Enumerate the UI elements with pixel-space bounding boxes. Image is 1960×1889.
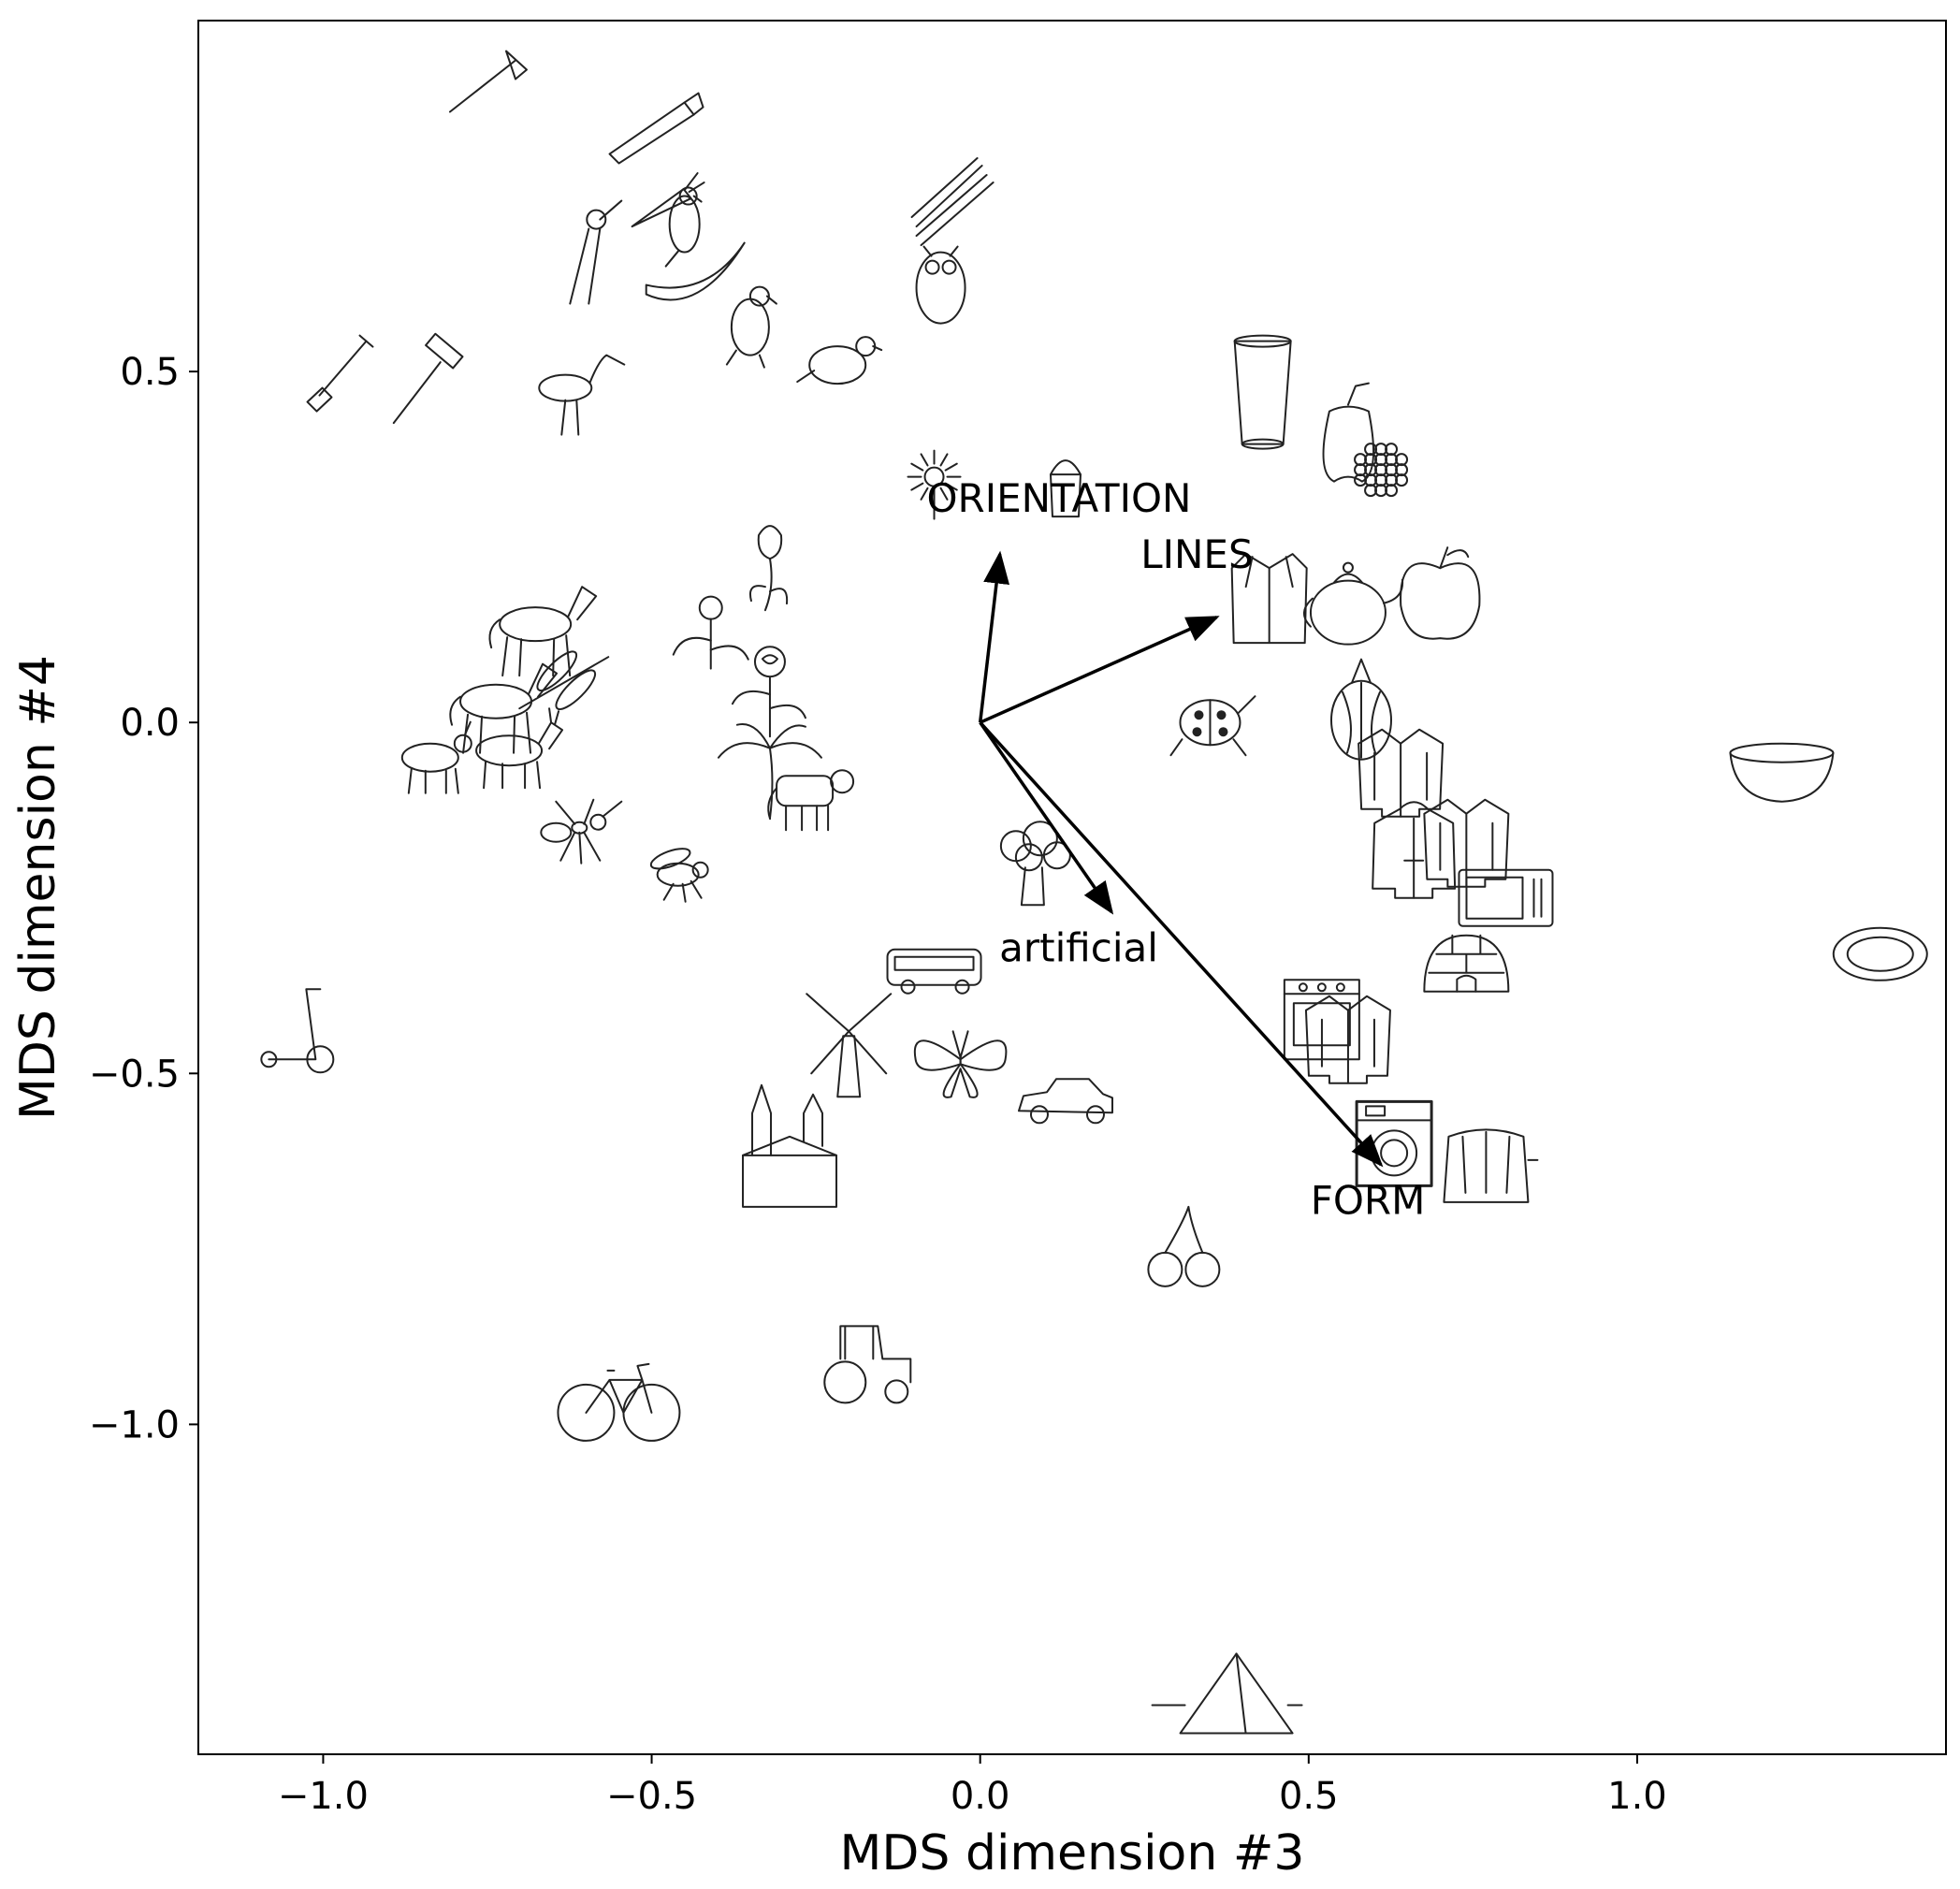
hoodie-icon [1372,801,1457,899]
vector-label-lines: LINES [1140,531,1253,577]
palm-tree-icon [717,723,822,820]
ant-icon [540,798,623,865]
vector-arrow-orientation [978,550,1009,723]
x-tick-label: −1.0 [278,1775,369,1818]
butterfly-icon [913,1030,1008,1098]
tulip-icon [749,525,789,612]
donkey-icon [475,707,564,790]
salt-shaker-icon [1049,459,1082,518]
plate-icon [1832,926,1928,981]
x-axis-label: MDS dimension #3 [840,1825,1305,1882]
y-tick-label: 0.0 [120,702,180,745]
jacket-icon [1304,995,1391,1084]
y-tick-label: 0.5 [120,351,180,394]
tractor-icon [823,1325,912,1404]
washing-machine-icon [1355,1099,1433,1187]
x-tick-label: −0.5 [606,1775,697,1818]
scooter-icon [260,988,335,1074]
axe-icon [448,50,528,113]
jacket-icon [1357,728,1445,818]
onion-icon [1329,658,1392,761]
stork-icon [538,354,626,436]
y-axis-label: MDS dimension #4 [10,655,66,1120]
x-tick-label: 0.0 [951,1775,1010,1818]
shovel-icon [306,334,374,413]
y-tick-label: −1.0 [89,1403,180,1446]
bus-icon [886,948,982,995]
vector-arrow-lines [979,616,1220,724]
goat-icon [400,720,472,794]
bicycle-icon [557,1362,681,1442]
teapot-icon [1302,561,1404,646]
asparagus-icon [910,157,995,247]
vector-label-orientation: ORIENTATION [926,475,1191,521]
apple-icon [1400,546,1481,640]
carrot-icon [631,172,705,228]
bowl-icon [1729,742,1835,803]
pepper-icon [1322,382,1375,483]
pigeon-icon [796,336,883,385]
vector-arrow-artificial [979,721,1114,915]
broccoli-icon [999,821,1071,907]
parrot-icon [664,186,703,268]
saw-icon [608,92,704,165]
plot-area [197,20,1947,1755]
cherries-icon [1147,1205,1221,1287]
vector-label-artificial: artificial [999,924,1158,970]
glass-icon [1233,334,1292,450]
banana-icon [645,241,746,301]
igloo-icon [1423,934,1510,993]
vector-label-form: FORM [1311,1177,1426,1223]
pyramid-icon [1151,1652,1303,1735]
data-points [260,50,1928,1735]
pliers-icon [569,199,623,305]
windmill-icon [806,993,893,1098]
dandelion-icon [672,595,749,670]
owl-icon [915,245,966,325]
car-icon [1017,1078,1113,1125]
rose-icon [731,646,806,738]
vector-arrow-form [979,721,1384,1168]
jacket-icon [1423,798,1510,888]
horse-icon [488,586,598,677]
eagle-icon [725,285,777,369]
cow-icon [767,769,855,832]
x-axis-ticks: −1.0 −0.5 0.0 0.5 1.0 [278,1754,1667,1818]
microwave-icon [1458,868,1554,927]
feature-vectors: ORIENTATION LINES artificial FORM [926,475,1425,1223]
x-tick-label: 1.0 [1607,1775,1667,1818]
x-tick-label: 0.5 [1279,1775,1339,1818]
y-tick-label: −0.5 [89,1053,180,1096]
toaster-icon [1443,1128,1539,1203]
fly-icon [649,848,709,903]
y-axis-ticks: 0.5 0.0 −0.5 −1.0 [89,351,198,1446]
raspberry-icon [1354,443,1409,498]
church-icon [742,1083,838,1208]
hammer-icon [392,332,464,425]
dragonfly-icon [518,650,610,710]
sunflower-icon [907,449,962,520]
ladybug-icon [1169,695,1256,757]
